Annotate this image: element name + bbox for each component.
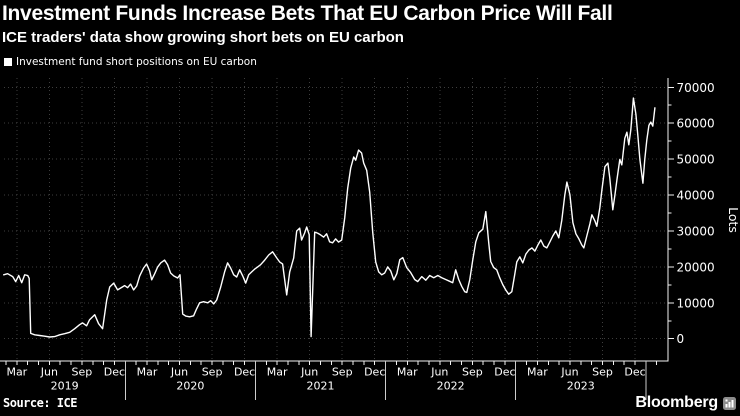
x-tick-label: Jun <box>300 366 318 379</box>
chart-title: Investment Funds Increase Bets That EU C… <box>2 2 613 25</box>
legend-swatch-icon <box>4 58 12 66</box>
x-tick-label: Dec <box>364 366 385 379</box>
y-tick-label: 10000 <box>677 296 715 310</box>
y-tick-label: 0 <box>677 332 685 346</box>
x-tick-label: Dec <box>104 366 125 379</box>
x-tick-label: Jun <box>170 366 188 379</box>
x-axis: Mar Jun Sep Dec Mar Jun Sep Dec Mar Jun Sep Dec Mar J… <box>5 361 658 400</box>
series-line <box>3 97 656 338</box>
x-tick-label: Sep <box>462 366 483 379</box>
x-tick-label: Sep <box>72 366 93 379</box>
x-tick-label: Sep <box>332 366 353 379</box>
source-label: Source: ICE <box>3 396 77 410</box>
x-tick-label: Dec <box>494 366 515 379</box>
x-tick-label: Sep <box>202 366 223 379</box>
y-tick-label: 20000 <box>677 260 715 274</box>
x-tick-label: Mar <box>6 366 27 379</box>
brand-label: Bloomberg <box>635 394 718 411</box>
y-tick-label: 30000 <box>677 224 715 238</box>
y-tick-label: 50000 <box>677 153 715 167</box>
chart-subtitle: ICE traders' data show growing short bet… <box>2 29 404 46</box>
x-tick-label: Mar <box>527 366 548 379</box>
gridlines <box>4 78 668 361</box>
y-axis-title: Lots <box>726 207 740 233</box>
x-year-label: 2019 <box>51 380 79 393</box>
x-tick-label: Mar <box>397 366 418 379</box>
x-year-label: 2023 <box>567 380 595 393</box>
y-tick-label: 40000 <box>677 189 715 203</box>
axes <box>0 78 669 362</box>
y-tick-label: 70000 <box>677 81 715 95</box>
brand: Bloomberg <box>635 394 736 412</box>
x-tick-label: Dec <box>234 366 255 379</box>
x-tick-label: Mar <box>137 366 158 379</box>
x-tick-label: Mar <box>267 366 288 379</box>
legend-label: Investment fund short positions on EU ca… <box>16 56 257 68</box>
bloomberg-logo-icon <box>723 396 736 410</box>
x-tick-label: Dec <box>624 366 645 379</box>
x-tick-label: Jun <box>40 366 58 379</box>
x-tick-label: Jun <box>560 366 578 379</box>
x-year-label: 2020 <box>176 380 204 393</box>
y-tick-label: 60000 <box>677 117 715 131</box>
x-tick-label: Sep <box>592 366 613 379</box>
x-year-label: 2022 <box>437 380 465 393</box>
x-tick-label: Jun <box>430 366 448 379</box>
x-year-label: 2021 <box>307 380 335 393</box>
legend: Investment fund short positions on EU ca… <box>4 56 257 68</box>
y-axis: 0 10000 20000 30000 40000 50000 60000 70000 Lots <box>668 81 740 346</box>
